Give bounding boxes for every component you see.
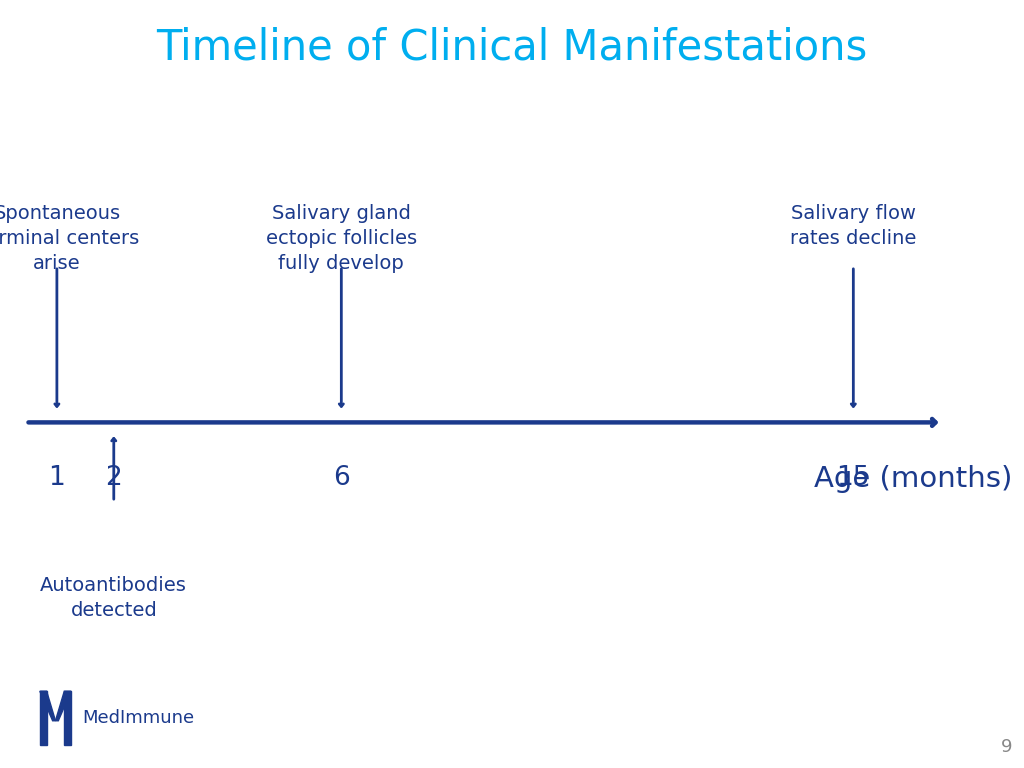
Text: Salivary flow
rates decline: Salivary flow rates decline — [791, 204, 916, 247]
Text: MedImmune: MedImmune — [83, 709, 195, 727]
Text: 15: 15 — [837, 465, 870, 491]
Polygon shape — [40, 691, 55, 720]
Text: Salivary gland
ectopic follicles
fully develop: Salivary gland ectopic follicles fully d… — [266, 204, 417, 273]
Bar — [65, 691, 71, 745]
Text: Age (months): Age (months) — [814, 465, 1013, 492]
Text: 2: 2 — [105, 465, 122, 491]
Text: Spontaneous
germinal centers
arise: Spontaneous germinal centers arise — [0, 204, 139, 273]
Text: 6: 6 — [333, 465, 350, 491]
Text: 1: 1 — [48, 465, 66, 491]
Text: 9: 9 — [1001, 739, 1013, 756]
Bar — [40, 691, 47, 745]
Text: Timeline of Clinical Manifestations: Timeline of Clinical Manifestations — [157, 27, 867, 69]
Text: Autoantibodies
detected: Autoantibodies detected — [40, 576, 187, 620]
Polygon shape — [55, 691, 71, 720]
